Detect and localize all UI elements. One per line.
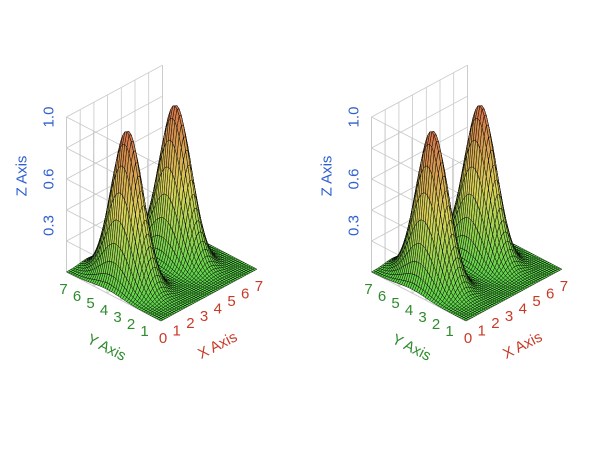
y-tick-label: 6 — [73, 288, 81, 305]
wall-gridline — [371, 95, 468, 149]
surface-mesh — [66, 105, 258, 322]
surface-patch — [158, 318, 164, 322]
y-tick-label: 5 — [86, 295, 94, 312]
surface-mesh — [371, 105, 563, 322]
y-tick-label: 1 — [140, 323, 148, 340]
x-tick-label: 4 — [519, 300, 527, 317]
x-tick-label: 2 — [186, 315, 194, 332]
y-tick-label: 7 — [364, 281, 372, 298]
wall-gridline — [66, 64, 163, 118]
y-tick-label: 4 — [100, 302, 108, 319]
x-tick-label: 0 — [464, 330, 472, 347]
x-tick-label: 7 — [560, 278, 568, 295]
wall-gridline — [371, 64, 468, 118]
x-tick-label: 0 — [159, 330, 167, 347]
y-tick-label: 3 — [418, 309, 426, 326]
wall-gridline — [66, 95, 163, 149]
x-tick-label: 6 — [546, 286, 554, 303]
y-tick-label: 7 — [59, 281, 67, 298]
y-tick-label: 2 — [127, 316, 135, 333]
x-tick-label: 3 — [505, 308, 513, 325]
wall-gridline — [371, 116, 467, 167]
y-tick-label: 5 — [391, 295, 399, 312]
x-tick-label: 6 — [241, 286, 249, 303]
y-tick-label: 2 — [432, 316, 440, 333]
z-tick-label: 0.3 — [346, 215, 363, 236]
x-tick-label: 2 — [491, 315, 499, 332]
x-tick-label: 7 — [255, 278, 263, 295]
wall-gridline — [371, 126, 468, 180]
y-tick-label: 3 — [113, 309, 121, 326]
z-tick-label: 0.6 — [346, 169, 363, 190]
y-tick-label: 4 — [405, 302, 413, 319]
z-axis-title: Z Axis — [14, 156, 31, 197]
x-tick-label: 4 — [214, 300, 222, 317]
z-tick-label: 0.6 — [41, 169, 58, 190]
y-tick-label: 6 — [378, 288, 386, 305]
x-tick-label: 1 — [173, 323, 181, 340]
z-tick-label: 1.0 — [346, 107, 363, 128]
surface-patch — [463, 318, 469, 322]
wall-gridline — [66, 126, 163, 180]
z-tick-label: 0.3 — [41, 215, 58, 236]
x-tick-label: 5 — [532, 293, 540, 310]
z-tick-label: 1.0 — [41, 107, 58, 128]
wall-gridline — [66, 116, 162, 167]
z-axis-title: Z Axis — [319, 156, 336, 197]
x-tick-label: 3 — [200, 308, 208, 325]
y-tick-label: 1 — [445, 323, 453, 340]
x-tick-label: 1 — [478, 323, 486, 340]
x-tick-label: 5 — [227, 293, 235, 310]
